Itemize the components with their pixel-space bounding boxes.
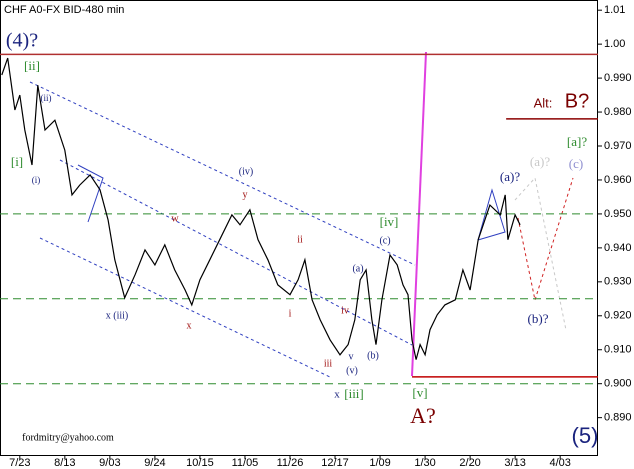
y-tick-label: 0.890 [604, 412, 632, 424]
x-tick-label: 10/15 [186, 457, 214, 469]
wave-label: x (iii) [106, 310, 129, 321]
x-tick-label: 9/03 [99, 457, 120, 469]
wave-label: (c) [379, 235, 390, 246]
wave-label: [ii] [24, 58, 40, 73]
y-tick-label: 0.960 [604, 174, 632, 186]
y-tick-label: 0.900 [604, 378, 632, 390]
y-tick-label: 1.01 [604, 4, 625, 16]
wave-label: [iii] [344, 386, 364, 401]
x-tick-label: 7/23 [9, 457, 30, 469]
price-line [1, 57, 521, 360]
x-tick-label: 11/05 [232, 457, 259, 469]
wave-label: iv [341, 305, 349, 316]
wave-label: i [289, 308, 292, 319]
wave-label: (a) [352, 263, 363, 274]
x-tick-label: 2/20 [459, 457, 480, 469]
y-tick-label: 0.930 [604, 276, 632, 288]
x-tick-label: 3/13 [504, 457, 525, 469]
wave-label: (a)? [530, 154, 550, 169]
triangle [77, 164, 104, 223]
wave-label: A? [410, 403, 436, 428]
chart-title: CHF A0-FX BID-480 min [4, 4, 124, 16]
y-tick-label: 0.940 [604, 242, 632, 254]
wave-label: (b) [367, 350, 379, 361]
annotations: (4)? [ii] (ii) [i] (i) x (iii) w x (iv) … [6, 30, 599, 448]
y-tick-label: 1.00 [604, 38, 625, 50]
wave-label: B? [565, 90, 589, 112]
x-tick-label: 1/30 [414, 457, 435, 469]
projection-path [514, 176, 567, 331]
wave-label: (v) [346, 365, 358, 376]
wave-label: (4)? [6, 30, 38, 52]
wave-label: (b)? [528, 311, 549, 326]
x-tick-label: 12/17 [321, 457, 349, 469]
channel-line [29, 81, 416, 266]
y-tick-label: 0.910 [604, 344, 632, 356]
plot-area [0, 0, 598, 456]
wave-label: [i] [11, 154, 23, 169]
wave-label: [a]? [567, 134, 587, 149]
wave-label: (5) [572, 423, 599, 448]
x-tick-label: 11/26 [277, 457, 304, 469]
projection-path [517, 177, 574, 302]
y-tick-label: 0.970 [604, 140, 632, 152]
wave-label: y [243, 189, 248, 200]
wave-label: Alt: [534, 95, 553, 110]
y-tick-label: 0.920 [604, 310, 632, 322]
wave-label: w [171, 213, 179, 224]
wave-label: v [349, 351, 354, 362]
x-tick-label: 4/03 [549, 457, 570, 469]
wave-label: iii [324, 358, 333, 369]
wave-label: (c) [569, 156, 583, 171]
wave-label: (i) [32, 175, 41, 185]
wave-label: [iv] [380, 214, 399, 229]
y-tick-label: 0.990 [604, 72, 632, 84]
wave-label: (a)? [500, 169, 520, 184]
x-tick-label: 9/24 [144, 457, 165, 469]
wave-label: x [334, 389, 340, 401]
wave-label: ii [297, 234, 303, 245]
y-tick-label: 0.950 [604, 208, 632, 220]
triangle [477, 188, 506, 241]
x-tick-label: 8/13 [54, 457, 75, 469]
x-tick-label: 1/09 [369, 457, 390, 469]
y-tick-label: 0.980 [604, 106, 632, 118]
wave-label: (ii) [41, 93, 52, 103]
wave-label: [v] [412, 385, 427, 400]
credit: fordmitry@yahoo.com [22, 432, 114, 443]
wave-label: (iv) [239, 166, 253, 177]
wave-label: x [187, 320, 192, 331]
channel-line [59, 159, 413, 346]
